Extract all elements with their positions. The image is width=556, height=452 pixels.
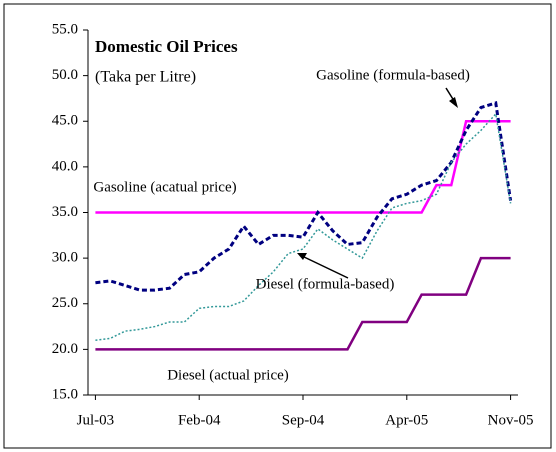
y-tick-label: 35.0 — [52, 204, 78, 220]
arrow-head — [297, 253, 307, 260]
x-tick-label: Feb-04 — [178, 412, 221, 428]
y-tick-label: 25.0 — [52, 295, 78, 311]
series-line — [95, 112, 512, 341]
annotation: Diesel (formula-based) — [256, 276, 395, 292]
series-line — [95, 101, 513, 292]
arrow-head — [449, 97, 458, 108]
x-tick-label: Jul-03 — [77, 412, 115, 428]
chart-subtitle: (Taka per Litre) — [95, 69, 196, 86]
y-tick-label: 15.0 — [52, 386, 78, 402]
x-tick-label: Sep-04 — [282, 412, 325, 428]
x-tick-label: Nov-05 — [488, 412, 534, 428]
annotation: Diesel (actual price) — [167, 367, 289, 383]
arrow — [301, 255, 349, 279]
annotation: Gasoline (acatual price) — [93, 179, 236, 195]
y-tick-label: 45.0 — [52, 113, 78, 129]
chart-title: Domestic Oil Prices — [95, 37, 238, 56]
series-line — [95, 120, 511, 214]
annotation: Gasoline (formula-based) — [316, 67, 470, 83]
x-tick-label: Apr-05 — [385, 412, 428, 428]
y-tick-label: 30.0 — [52, 250, 78, 266]
chart-border — [3, 3, 552, 449]
series-line — [95, 256, 511, 351]
y-tick-label: 50.0 — [52, 67, 78, 83]
y-tick-label: 55.0 — [52, 21, 78, 37]
y-tick-label: 40.0 — [52, 158, 78, 174]
y-tick-label: 20.0 — [52, 341, 78, 357]
